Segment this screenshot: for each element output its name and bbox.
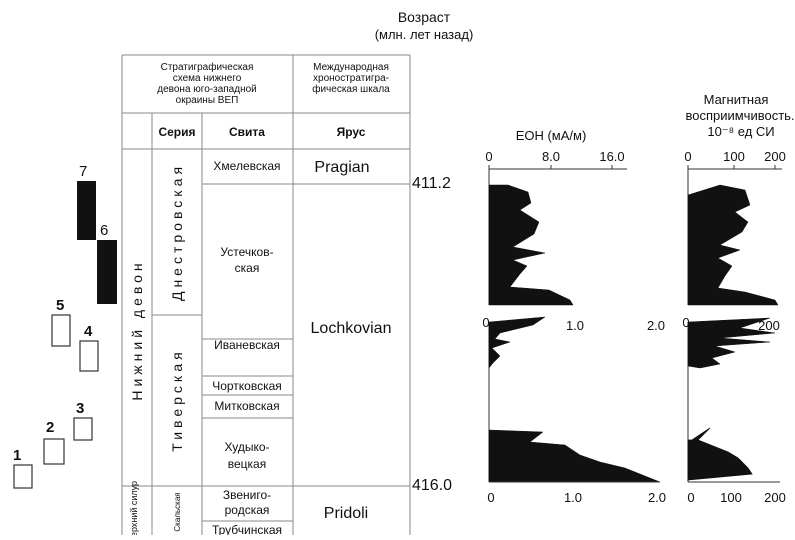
svg-text:девона юго-западной: девона юго-западной (157, 84, 256, 95)
svg-text:восприимчивость.: восприимчивость. (685, 108, 794, 123)
svg-text:1.0: 1.0 (564, 490, 582, 505)
right-header: Международная хроностратигра- фическая ш… (312, 62, 390, 95)
svg-text:Митковская: Митковская (214, 399, 279, 413)
section-box-7 (77, 181, 96, 240)
series-dniester: Днестровская (169, 163, 185, 301)
age-416: 416.0 (412, 477, 452, 494)
svg-text:схема нижнего: схема нижнего (173, 73, 242, 84)
svg-text:3: 3 (76, 400, 84, 417)
svg-text:5: 5 (56, 297, 64, 314)
col-svita: Свита (229, 125, 265, 139)
ms-lower-profile-bottom (687, 427, 753, 482)
svg-text:Худыко-: Худыко- (224, 440, 269, 454)
age-411: 411.2 (412, 175, 451, 192)
section-box-5 (51, 314, 71, 347)
svg-text:0: 0 (482, 315, 489, 330)
system-lower-devon: Нижний девон (129, 259, 145, 400)
svg-text:6: 6 (100, 222, 108, 239)
system-upper-silur: Верхний силур (129, 481, 139, 535)
svg-text:вецкая: вецкая (228, 457, 266, 471)
svg-text:Стратиграфическая: Стратиграфическая (161, 61, 254, 73)
suite-names: Хмелевская Устечков- ская Иваневская Чор… (212, 159, 282, 537)
svg-text:фическая шкала: фическая шкала (312, 83, 390, 95)
eoh-upper-profile (488, 184, 574, 306)
svg-text:0: 0 (682, 315, 689, 330)
svg-text:окраины ВЕП: окраины ВЕП (176, 95, 239, 106)
ms-lower-profile-top (687, 317, 776, 369)
svg-text:10⁻⁸ ед СИ: 10⁻⁸ ед СИ (707, 124, 774, 139)
left-header: Стратиграфическая схема нижнего девона ю… (157, 61, 256, 106)
svg-text:1.0: 1.0 (566, 318, 584, 333)
col-yarus: Ярус (337, 125, 366, 139)
section-box-3 (73, 417, 93, 441)
svg-text:Международная: Международная (313, 62, 389, 73)
svg-text:2.0: 2.0 (647, 318, 665, 333)
svg-text:4: 4 (84, 323, 93, 340)
svg-text:7: 7 (79, 163, 87, 180)
col-seria: Серия (158, 125, 195, 139)
svg-text:2: 2 (46, 419, 54, 436)
eoh-lower-profile-top (488, 316, 546, 369)
svg-text:0: 0 (487, 490, 494, 505)
svg-text:Хмелевская: Хмелевская (213, 159, 280, 173)
svg-text:Чортковская: Чортковская (212, 379, 282, 393)
section-box-4 (79, 340, 99, 372)
svg-text:1: 1 (13, 447, 21, 464)
age-title: Возраст (398, 9, 451, 25)
svg-text:хроностратигра-: хроностратигра- (313, 73, 389, 84)
stage-lochkovian: Lochkovian (311, 320, 392, 337)
svg-text:Звениго-: Звениго- (223, 488, 271, 502)
svg-text:200: 200 (764, 149, 786, 164)
svg-text:2.0: 2.0 (648, 490, 666, 505)
svg-text:Иваневская: Иваневская (214, 338, 280, 352)
stage-pridoli: Pridoli (324, 505, 368, 522)
svg-text:Устечков-: Устечков- (220, 245, 273, 259)
stage-pragian: Pragian (314, 159, 369, 176)
svg-text:16.0: 16.0 (599, 149, 624, 164)
series-skala: Скальская (173, 492, 182, 531)
eoh-title: ЕОН (мА/м) (516, 128, 587, 143)
strat-table (121, 54, 411, 535)
svg-text:0: 0 (687, 490, 694, 505)
eoh-lower-profile-bottom (488, 429, 661, 483)
age-subtitle: (млн. лет назад) (375, 27, 474, 42)
svg-text:родская: родская (225, 503, 270, 517)
section-box-6 (97, 240, 117, 304)
svg-text:8.0: 8.0 (542, 149, 560, 164)
svg-text:0: 0 (485, 149, 492, 164)
section-box-1 (13, 464, 33, 489)
section-box-2 (43, 438, 65, 465)
eoh-bottom-axis: 0 1.0 2.0 (487, 481, 666, 505)
ms-upper-profile (687, 184, 779, 306)
section-boxes (13, 181, 117, 489)
section-labels: 1 2 3 4 5 6 7 (13, 163, 108, 464)
svg-text:200: 200 (764, 490, 786, 505)
svg-text:100: 100 (720, 490, 742, 505)
ms-title: Магнитная восприимчивость. 10⁻⁸ ед СИ (685, 92, 794, 139)
svg-text:ская: ская (235, 261, 260, 275)
svg-text:Трубчинская: Трубчинская (212, 523, 282, 535)
svg-text:Магнитная: Магнитная (704, 92, 769, 107)
ms-bottom-axis: 0 100 200 (687, 481, 786, 505)
svg-text:0: 0 (684, 149, 691, 164)
series-tiver: Тиверская (169, 348, 185, 451)
svg-text:100: 100 (723, 149, 745, 164)
svg-text:200: 200 (758, 318, 780, 333)
